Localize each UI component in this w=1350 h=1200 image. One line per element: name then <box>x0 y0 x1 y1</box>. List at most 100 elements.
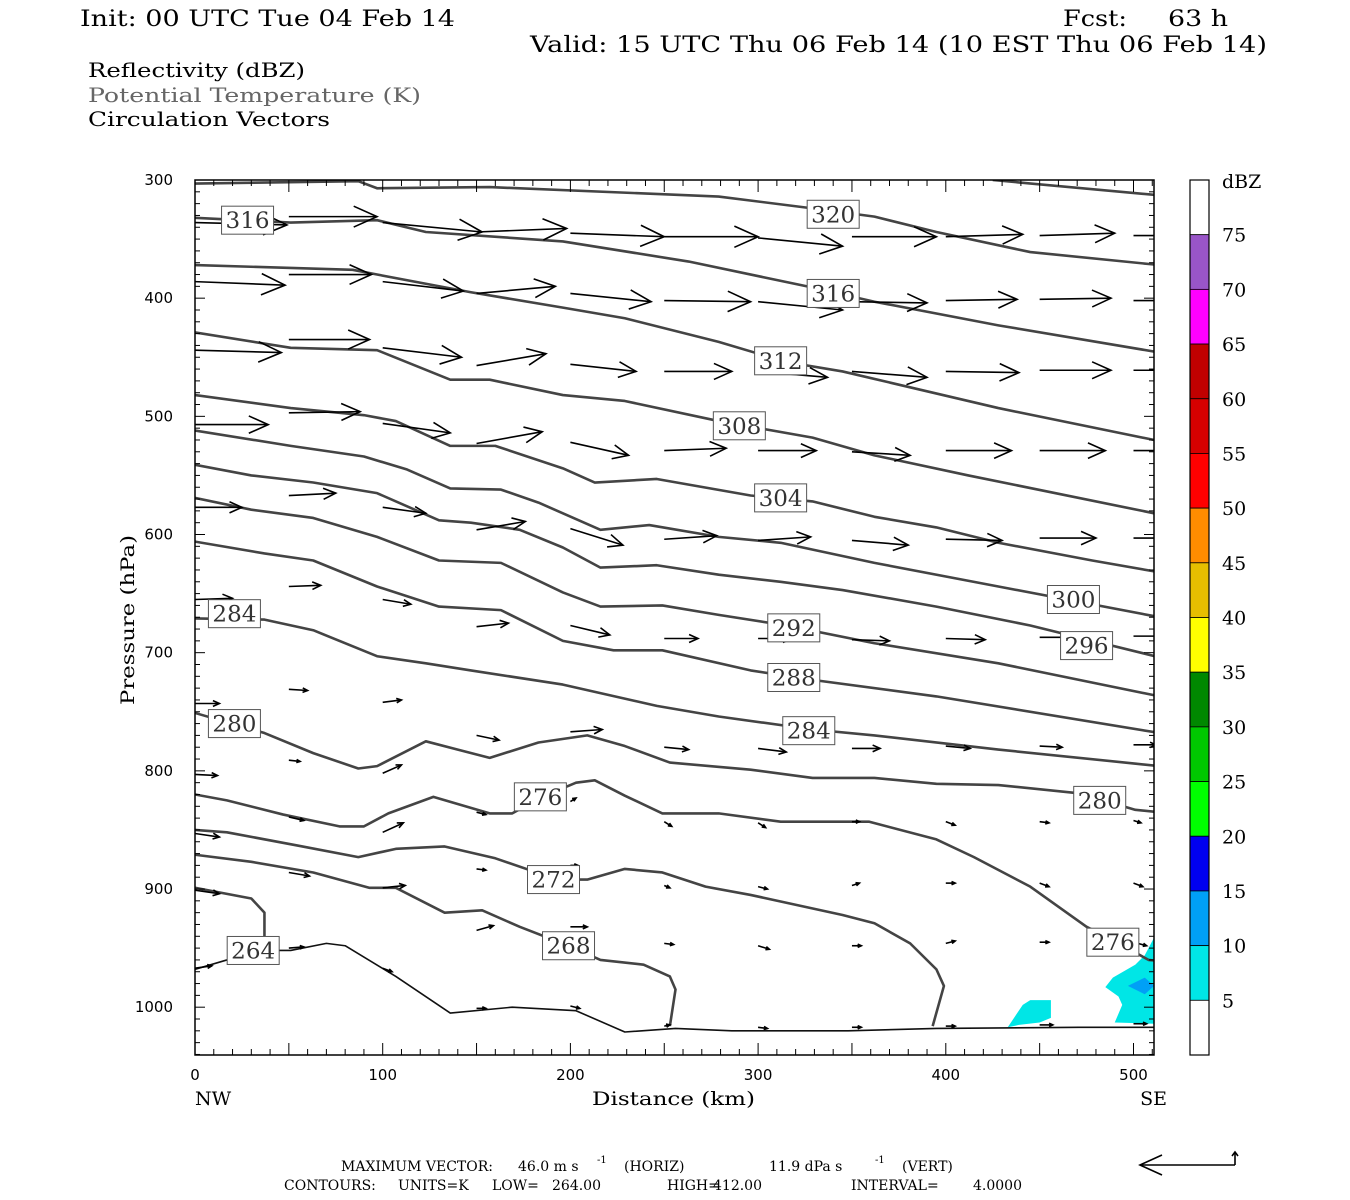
theta-contour-296 <box>195 463 1154 658</box>
vector-shaft <box>476 285 556 295</box>
circulation-vector <box>382 598 413 608</box>
circulation-vector <box>1039 820 1051 825</box>
arrowhead-icon <box>206 963 214 970</box>
arrowhead-icon <box>796 530 813 545</box>
x-axis-left-end-label: NW <box>195 1088 232 1110</box>
circulation-vector <box>1133 882 1145 888</box>
arrowhead-icon <box>713 362 734 381</box>
vert-tag: (VERT) <box>902 1159 953 1175</box>
vector-shaft <box>570 728 603 733</box>
colorbar-label: 45 <box>1222 553 1246 575</box>
colorbar-bin <box>1189 617 1210 673</box>
x-tick-label: 300 <box>744 1066 773 1084</box>
circulation-vector <box>1039 224 1117 244</box>
colorbar-bin <box>1189 453 1210 509</box>
colorbar-label: 50 <box>1222 498 1246 520</box>
contour-interval-value: 4.0000 <box>973 1178 1022 1194</box>
circulation-vector <box>570 725 605 735</box>
circulation-vector <box>851 446 913 463</box>
contour-label-text: 300 <box>1051 589 1095 614</box>
arrowhead-icon <box>688 633 700 644</box>
circulation-vector <box>570 1005 582 1010</box>
arrowhead-icon <box>617 361 639 379</box>
arrowhead-icon <box>395 697 404 704</box>
arrowhead-icon <box>606 533 625 548</box>
arrowhead-icon <box>533 278 558 299</box>
arrowhead-icon <box>800 442 819 459</box>
circulation-vector <box>757 885 770 891</box>
contour-label-text: 280 <box>1078 789 1122 814</box>
theta-contours <box>195 180 1154 1033</box>
arrowhead-icon <box>388 968 394 973</box>
arrowhead-icon <box>763 1025 770 1031</box>
arrowhead-icon <box>598 627 612 638</box>
colorbar-label: 40 <box>1222 608 1246 630</box>
colorbar-label: 25 <box>1222 772 1246 794</box>
circulation-vector <box>476 218 569 241</box>
arrowhead-icon <box>229 501 244 514</box>
colorbar-bin <box>1189 398 1210 454</box>
vector-shaft <box>195 597 233 601</box>
contour-label: 320 <box>806 199 860 229</box>
footer-contours: CONTOURS: UNITS=K LOW= 264.00 HIGH= 412.… <box>284 1178 1022 1194</box>
vector-shaft <box>382 764 402 774</box>
y-tick-label: 500 <box>144 407 173 425</box>
contours-label: CONTOURS: <box>284 1178 376 1194</box>
arrowhead-icon <box>993 442 1014 460</box>
circulation-vector <box>288 329 372 350</box>
arrowhead-icon <box>1091 361 1113 380</box>
arrowhead-icon <box>542 218 569 241</box>
circulation-vector <box>851 635 892 646</box>
arrowhead-icon <box>665 1023 672 1028</box>
contour-high-value: 412.00 <box>713 1178 762 1194</box>
contour-label: 316 <box>806 278 860 308</box>
vector-shaft <box>758 747 787 753</box>
arrowhead-icon <box>511 517 528 531</box>
contour-label: 312 <box>754 346 808 376</box>
circulation-vector <box>288 205 380 228</box>
y-axis-tick-labels: 300 400 500 600 700 800 900 1000 <box>135 171 173 1016</box>
circulation-vector <box>570 441 631 460</box>
arrowhead-icon <box>763 885 770 891</box>
circulation-vector <box>288 402 363 422</box>
contour-label-box <box>513 782 567 812</box>
arrowhead-icon <box>681 745 691 753</box>
vector-shaft <box>195 349 282 354</box>
arrowhead-icon <box>1001 225 1025 245</box>
colorbar-labels: 75 70 65 60 55 50 45 40 35 30 25 20 15 1… <box>1222 225 1246 1013</box>
circulation-vector <box>664 362 734 381</box>
contour-label-text: 308 <box>717 415 761 440</box>
vector-shaft <box>945 233 1023 238</box>
circulation-vector <box>195 699 222 708</box>
circulation-vector <box>476 426 545 445</box>
vector-shaft <box>945 298 1018 302</box>
horiz-unit-exponent: -1 <box>597 1155 607 1166</box>
circulation-vector <box>382 882 408 890</box>
vector-shaft <box>288 584 321 588</box>
arrowhead-icon <box>1091 289 1113 308</box>
arrowhead-icon <box>481 1006 488 1011</box>
contour-label: 280 <box>1073 785 1127 815</box>
arrowhead-icon <box>727 290 753 313</box>
arrowhead-icon <box>667 822 674 828</box>
contour-label-box <box>712 411 766 441</box>
init-time: Init: 00 UTC Tue 04 Feb 14 <box>80 7 455 32</box>
arrowhead-icon <box>765 946 772 951</box>
contour-label: 264 <box>226 935 280 965</box>
colorbar-bin <box>1189 945 1210 1001</box>
arrowhead-icon <box>398 882 408 890</box>
circulation-vector <box>288 581 323 591</box>
arrowhead-icon <box>1055 743 1065 751</box>
arrowhead-icon <box>481 811 488 817</box>
arrowhead-icon <box>1048 1022 1055 1028</box>
contour-label-text: 292 <box>772 617 816 642</box>
y-axis-title: Pressure (hPa) <box>117 535 139 705</box>
contour-label: 304 <box>754 483 808 513</box>
y-tick-label: 800 <box>144 762 173 780</box>
contour-label-text: 312 <box>759 350 803 375</box>
reflectivity-colorbar <box>1189 179 1210 1056</box>
arrowhead-icon <box>1136 819 1143 825</box>
vector-shaft <box>758 237 843 247</box>
theta-contour-288 <box>195 540 1154 734</box>
